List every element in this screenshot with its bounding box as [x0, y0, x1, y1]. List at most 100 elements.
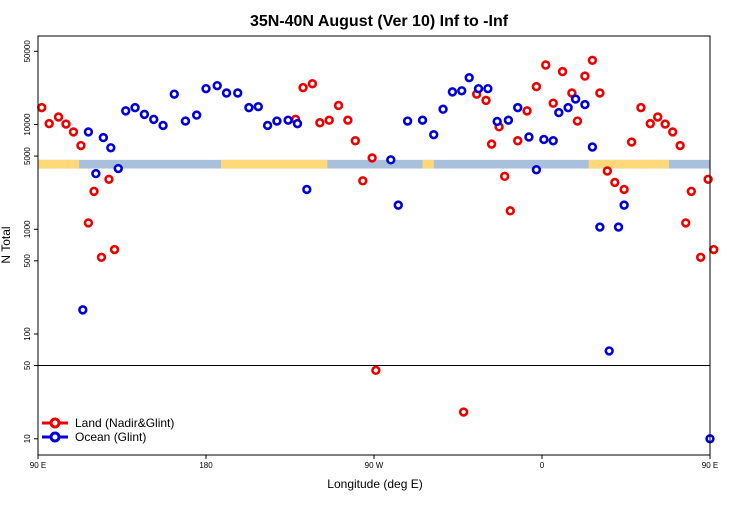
- point-ocean-13: [191, 110, 202, 120]
- x-tick-label-3: 0: [540, 461, 545, 470]
- point-ocean-14: [201, 83, 211, 94]
- point-ocean-8: [139, 109, 150, 120]
- x-tick-label-0: 90 E: [30, 461, 46, 470]
- point-land-41: [610, 177, 620, 188]
- point-land-3: [61, 119, 71, 129]
- point-ocean-9: [149, 114, 159, 125]
- point-ocean-17: [233, 88, 243, 98]
- point-ocean-44: [563, 102, 573, 113]
- point-land-21: [371, 365, 381, 376]
- point-ocean-47: [587, 142, 598, 152]
- y-tick-label-1: 50: [23, 361, 32, 370]
- y-tick-label-6: 10000: [23, 113, 32, 136]
- point-land-1: [44, 118, 54, 129]
- plot-frame: [37, 35, 711, 456]
- point-ocean-39: [524, 132, 534, 142]
- point-ocean-21: [272, 116, 282, 126]
- point-ocean-12: [180, 116, 191, 126]
- y-axis-label: N Total: [0, 226, 13, 263]
- point-ocean-3: [98, 132, 109, 143]
- point-ocean-10: [158, 120, 168, 131]
- band-land-segment-2: [422, 159, 434, 169]
- y-tick-label-7: 50000: [23, 40, 32, 63]
- point-ocean-45: [570, 94, 581, 104]
- point-land-48: [667, 127, 678, 137]
- point-land-20: [367, 153, 377, 163]
- point-land-0: [37, 102, 47, 113]
- point-land-17: [343, 115, 353, 125]
- point-ocean-42: [548, 136, 558, 146]
- point-land-33: [548, 98, 558, 108]
- point-ocean-27: [402, 116, 413, 126]
- x-axis-label: Longitude (deg E): [327, 477, 422, 491]
- point-land-39: [595, 88, 605, 98]
- point-ocean-16: [221, 88, 232, 98]
- chart-title: 35N-40N August (Ver 10) Inf to -Inf: [250, 13, 509, 30]
- point-ocean-31: [447, 87, 458, 97]
- point-land-49: [675, 140, 685, 151]
- point-land-25: [486, 139, 497, 149]
- point-ocean-35: [483, 83, 493, 94]
- x-tick-label-2: 90 W: [365, 461, 384, 470]
- point-ocean-34: [473, 83, 484, 94]
- point-land-10: [109, 244, 120, 255]
- point-ocean-18: [244, 102, 254, 113]
- legend-entry-ocean: Ocean (Glint): [42, 430, 146, 444]
- point-ocean-33: [464, 72, 474, 83]
- point-land-13: [307, 79, 318, 89]
- point-ocean-28: [417, 115, 428, 125]
- point-ocean-49: [604, 346, 614, 356]
- point-land-5: [76, 140, 86, 151]
- point-land-46: [653, 112, 663, 122]
- point-land-54: [709, 244, 719, 255]
- y-tick-label-4: 1000: [23, 220, 32, 238]
- point-ocean-24: [302, 184, 312, 195]
- point-ocean-40: [531, 165, 542, 175]
- data-density-band: [38, 159, 710, 169]
- point-land-40: [602, 166, 613, 176]
- point-ocean-46: [580, 99, 590, 110]
- point-ocean-43: [554, 107, 564, 118]
- legend-marker-land: [49, 417, 61, 429]
- y-tick-label-5: 5000: [23, 147, 32, 165]
- x-tick-label-1: 180: [199, 461, 213, 470]
- point-land-32: [541, 60, 551, 70]
- point-land-4: [68, 127, 79, 137]
- point-land-36: [572, 116, 583, 126]
- point-land-47: [660, 119, 670, 129]
- point-land-43: [626, 137, 637, 147]
- legend-label-land: Land (Nadir&Glint): [75, 416, 174, 430]
- point-land-50: [681, 218, 691, 228]
- point-ocean-0: [78, 305, 88, 315]
- point-ocean-36: [492, 116, 502, 127]
- point-ocean-15: [212, 80, 222, 91]
- point-land-52: [695, 252, 706, 263]
- point-ocean-20: [262, 120, 273, 131]
- point-ocean-48: [595, 222, 605, 232]
- point-ocean-26: [393, 200, 403, 210]
- point-land-31: [531, 81, 542, 92]
- point-land-28: [505, 206, 515, 216]
- point-land-2: [53, 112, 64, 122]
- point-ocean-50: [613, 222, 624, 232]
- point-land-15: [324, 115, 334, 125]
- point-land-34: [557, 66, 568, 77]
- point-ocean-5: [113, 163, 123, 174]
- point-ocean-2: [91, 168, 101, 179]
- point-land-19: [358, 176, 368, 186]
- point-ocean-37: [503, 115, 514, 125]
- band-base: [38, 159, 710, 169]
- point-land-22: [458, 407, 469, 417]
- point-land-27: [499, 171, 510, 182]
- legend-entry-land: Land (Nadir&Glint): [42, 416, 174, 430]
- point-land-6: [83, 218, 94, 228]
- point-ocean-7: [130, 102, 140, 113]
- point-land-18: [350, 136, 361, 146]
- y-tick-label-0: 10: [23, 434, 32, 443]
- point-land-38: [587, 55, 598, 66]
- y-tick-label-2: 100: [23, 327, 32, 341]
- point-ocean-19: [253, 101, 263, 112]
- point-ocean-30: [438, 104, 448, 114]
- axis-ticks: 90 E 180 90 W 0 90 E 10 50 100 500 1000 5000 10000 5…: [23, 40, 718, 470]
